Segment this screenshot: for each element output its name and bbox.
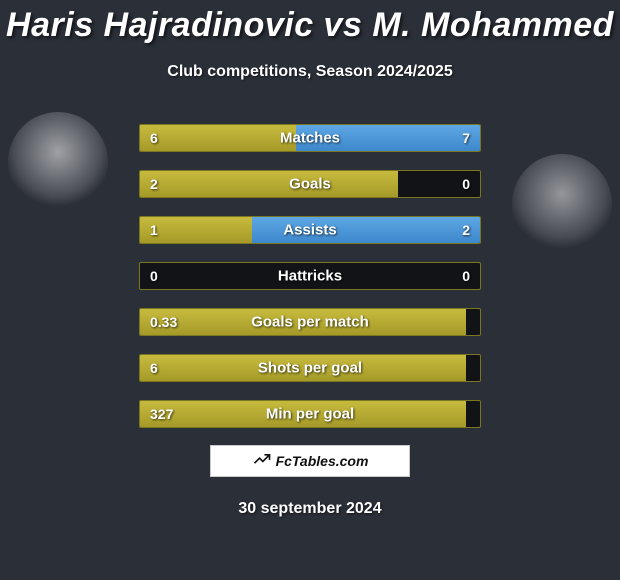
bar-fill-right xyxy=(252,217,480,243)
stat-label: Hattricks xyxy=(140,268,480,285)
stat-value-right: 0 xyxy=(462,268,470,284)
bar-fill-left xyxy=(140,125,296,151)
page-subtitle: Club competitions, Season 2024/2025 xyxy=(0,63,620,81)
bar-fill-left xyxy=(140,401,466,427)
comparison-infographic: Haris Hajradinovic vs M. Mohammed Club c… xyxy=(0,0,620,580)
player-avatar-right xyxy=(512,154,612,254)
stat-value-right: 0 xyxy=(462,176,470,192)
page-title: Haris Hajradinovic vs M. Mohammed xyxy=(0,0,620,45)
watermark-text: FcTables.com xyxy=(276,453,369,469)
watermark: FcTables.com xyxy=(210,445,410,477)
stat-row: Goals20 xyxy=(139,170,481,198)
stat-row: Shots per goal6 xyxy=(139,354,481,382)
bar-fill-left xyxy=(140,355,466,381)
player-avatar-left xyxy=(8,112,108,212)
bar-fill-left xyxy=(140,217,252,243)
stat-row: Hattricks0 0 xyxy=(139,262,481,290)
page-date: 30 september 2024 xyxy=(0,500,620,518)
bar-fill-right xyxy=(296,125,480,151)
stat-value-left: 0 xyxy=(150,268,158,284)
bar-fill-left xyxy=(140,171,398,197)
chart-icon xyxy=(252,449,272,474)
stat-row: Goals per match0.33 xyxy=(139,308,481,336)
stat-row: Min per goal327 xyxy=(139,400,481,428)
bar-fill-left xyxy=(140,309,466,335)
stat-bars: Matches67Goals20Assists12Hattricks00Goal… xyxy=(139,124,481,446)
stat-row: Matches67 xyxy=(139,124,481,152)
stat-row: Assists12 xyxy=(139,216,481,244)
